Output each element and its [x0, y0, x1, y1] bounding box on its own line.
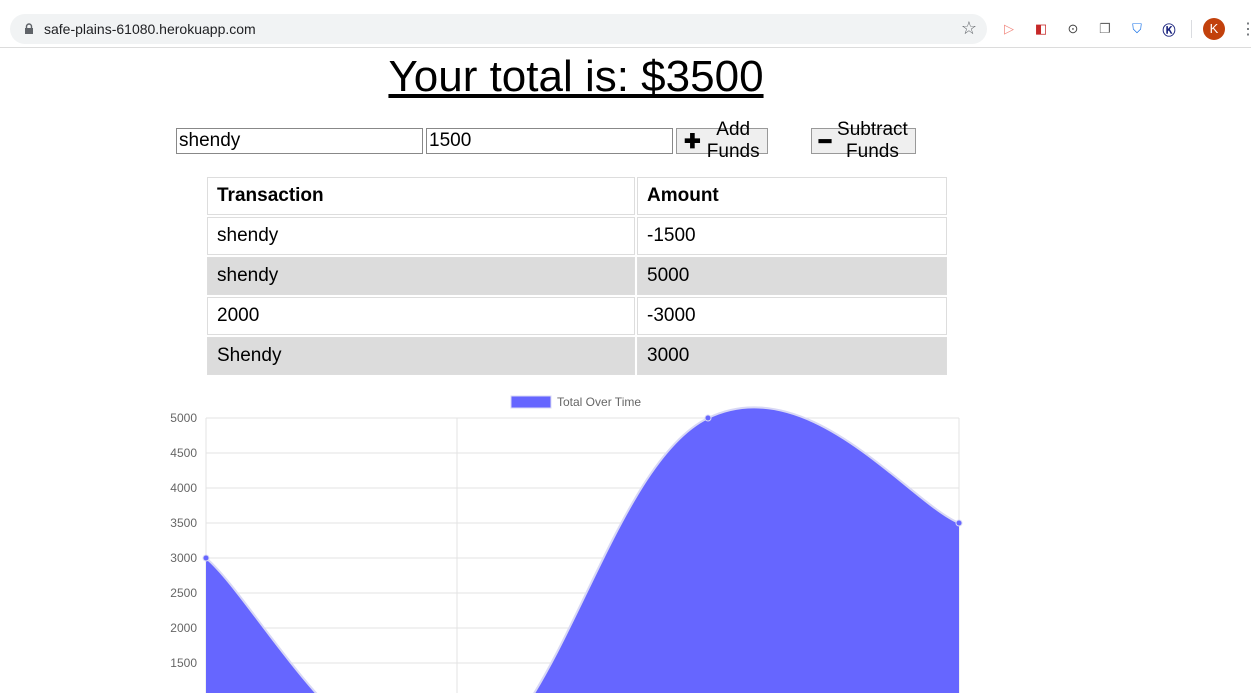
- address-bar[interactable]: safe-plains-61080.herokuapp.com ☆: [10, 14, 987, 44]
- bookmark-star-icon[interactable]: ☆: [960, 18, 977, 38]
- series-area: [206, 407, 959, 693]
- extension-shield-icon[interactable]: ⛉: [1132, 21, 1142, 36]
- table-row: shendy 5000: [207, 257, 947, 295]
- menu-kebab-icon[interactable]: ⋮: [1240, 21, 1251, 38]
- extension-cast-icon[interactable]: ▷: [1004, 21, 1014, 36]
- y-tick-label: 4500: [170, 446, 197, 460]
- amount-cell: -1500: [637, 217, 947, 255]
- legend-label: Total Over Time: [557, 395, 641, 409]
- amount-cell: -3000: [637, 297, 947, 335]
- transaction-cell: shendy: [207, 257, 635, 295]
- table-row: Shendy 3000: [207, 337, 947, 375]
- subtract-funds-label: Subtract Funds: [837, 119, 908, 162]
- table-row: shendy -1500: [207, 217, 947, 255]
- table-header-row: Transaction Amount: [207, 177, 947, 215]
- transaction-cell: 2000: [207, 297, 635, 335]
- toolbar-separator: [1191, 20, 1192, 38]
- add-funds-button[interactable]: ✚ Add Funds: [676, 119, 768, 162]
- data-point: [704, 414, 712, 422]
- column-header-transaction: Transaction: [207, 177, 635, 215]
- y-tick-label: 2000: [170, 621, 197, 635]
- extension-red-icon[interactable]: ◧: [1034, 21, 1048, 36]
- amount-cell: 3000: [637, 337, 947, 375]
- extension-k-icon[interactable]: Ⓚ: [1162, 22, 1176, 38]
- extension-stack-icon[interactable]: ❐: [1099, 21, 1111, 36]
- series-line: [205, 406, 960, 693]
- plus-icon: ✚: [684, 130, 701, 153]
- minus-icon: ━: [819, 130, 832, 153]
- y-tick-label: 4000: [170, 481, 197, 495]
- subtract-funds-button[interactable]: ━ Subtract Funds: [811, 119, 916, 162]
- transaction-cell: shendy: [207, 217, 635, 255]
- table-row: 2000 -3000: [207, 297, 947, 335]
- y-tick-label: 2500: [170, 586, 197, 600]
- page-title: Your total is: $3500: [388, 52, 764, 101]
- column-header-amount: Amount: [637, 177, 947, 215]
- extension-circle-icon[interactable]: ⊙: [1067, 21, 1079, 36]
- y-tick-label: 1500: [170, 656, 197, 670]
- transaction-name-input[interactable]: [176, 128, 423, 154]
- browser-toolbar: safe-plains-61080.herokuapp.com ☆ ▷ ◧ ⊙ …: [0, 0, 1251, 48]
- y-tick-label: 5000: [170, 411, 197, 425]
- legend-swatch: [510, 395, 552, 409]
- lock-icon: [25, 23, 33, 34]
- transactions-table: Transaction Amount shendy -1500 shendy 5…: [205, 175, 949, 377]
- data-point: [202, 554, 210, 562]
- profile-avatar[interactable]: K: [1203, 18, 1225, 40]
- data-point: [955, 519, 963, 527]
- add-funds-label: Add Funds: [706, 119, 760, 162]
- y-tick-label: 3000: [170, 551, 197, 565]
- url-text[interactable]: safe-plains-61080.herokuapp.com: [44, 21, 256, 37]
- transaction-amount-input[interactable]: [426, 128, 673, 154]
- amount-cell: 5000: [637, 257, 947, 295]
- y-tick-label: 3500: [170, 516, 197, 530]
- total-over-time-chart: Total Over Time 5000 4500 4000 3500 3000 2500 2…: [170, 395, 963, 693]
- transaction-cell: Shendy: [207, 337, 635, 375]
